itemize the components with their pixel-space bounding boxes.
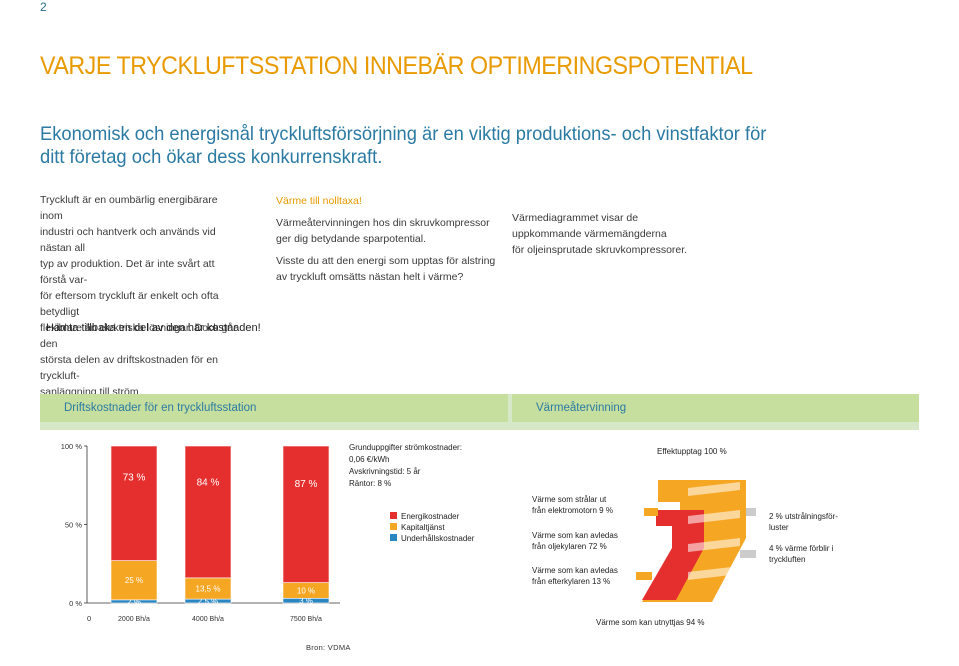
costs-header: Driftskostnader för en tryckluftsstation <box>40 394 508 422</box>
flow-label: tryckluften <box>769 555 805 564</box>
flow-label: Värme som strålar ut <box>532 495 607 504</box>
flow-stripe <box>688 538 740 552</box>
diagram-line: uppkommande värmemängderna <box>512 228 667 240</box>
bar-segment <box>110 560 158 601</box>
flow-label: Värme som kan avledas <box>532 531 618 540</box>
flow-label: 4 % värme förblir i <box>769 544 834 553</box>
bar-label: 2,5 % <box>198 597 218 606</box>
heat-chart: Effektupptag 100 % Värme som strålar ut fr… <box>532 447 838 627</box>
flow-label: 2 % utstrålningsför- <box>769 512 838 521</box>
output-label: Värme som kan utnyttjas 94 % <box>596 618 705 627</box>
flow-label: luster <box>769 523 789 532</box>
input-label: Effektupptag 100 % <box>657 447 727 456</box>
x-origin-label: 0 <box>87 614 91 623</box>
y-tick-label: 100 % <box>61 442 83 451</box>
intro-line: för eftersom tryckluft är enkelt och oft… <box>40 290 219 318</box>
bar-segment <box>282 445 330 583</box>
y-tick-label: 50 % <box>65 521 82 530</box>
intro-line: flexiblare än elektriska lösningar. Dock… <box>40 322 237 350</box>
bar-label: 73 % <box>123 472 146 483</box>
bar-label: 3 % <box>299 597 313 606</box>
bar-segment <box>184 445 232 579</box>
flow-radiation-loss <box>746 508 756 516</box>
intro-text: Tryckluft är en oumbärlig energibärare i… <box>40 192 240 400</box>
call-to-action: Hämta tillbaka en del av den här kostnad… <box>46 322 261 334</box>
intro-line: typ av produktion. Det är inte svårt att… <box>40 258 215 286</box>
x-tick-label: 7500 Bh/a <box>290 616 322 623</box>
bar-label: 10 % <box>297 586 315 595</box>
y-tick-label: 0 % <box>69 599 82 608</box>
flow-stripe <box>688 566 740 580</box>
flow-stripe <box>688 510 740 524</box>
cost-chart: 0 % 50 % 100 % 0 2 % 25 % 73 % 2000 Bh/a 2,5 % 13… <box>61 442 475 623</box>
intro-line: industri och hantverk och används vid nä… <box>40 226 216 254</box>
legend-swatch <box>390 534 397 541</box>
diagram-line: Värmediagrammet visar de <box>512 212 639 224</box>
page-subtitle: Ekonomisk och energisnål tryckluftsförsö… <box>40 123 767 168</box>
x-tick-label: 2000 Bh/a <box>118 616 150 623</box>
heat-text: Värme till nolltaxa! Värmeåtervinningen … <box>276 193 506 285</box>
cost-info-line: 0,06 €/kWh <box>349 455 389 464</box>
bar-label: 87 % <box>295 479 318 490</box>
bar-label: 25 % <box>125 576 143 585</box>
bar-label: 84 % <box>197 478 220 489</box>
legend-swatch <box>390 512 397 519</box>
flow-motor <box>644 508 658 516</box>
heat-recovery-header: Värmeåtervinning <box>512 394 919 422</box>
flow-label: Värme som kan avledas <box>532 566 618 575</box>
cost-info-line: Avskrivningstid: 5 år <box>349 467 421 476</box>
cost-info-line: Räntor: 8 % <box>349 479 391 488</box>
flow-label: från elektromotorn 9 % <box>532 506 613 515</box>
flow-stripe <box>688 482 740 496</box>
chart-area: 0 % 50 % 100 % 0 2 % 25 % 73 % 2000 Bh/a 2,5 % 13… <box>40 430 919 630</box>
x-tick-label: 4000 Bh/a <box>192 616 224 623</box>
bar-segment <box>110 445 158 561</box>
heat-line: Värmeåtervinningen hos din skruvkompress… <box>276 217 490 229</box>
cost-info-line: Grunduppgifter strömkostnader: <box>349 443 462 452</box>
heat-line: Visste du att den energi som upptas för … <box>276 255 496 267</box>
legend-label: Kapitaltjänst <box>401 523 445 532</box>
legend-label: Underhållskostnader <box>401 534 475 543</box>
heat-heading: Värme till nolltaxa! <box>276 195 362 207</box>
flow-aftercooler <box>636 572 652 580</box>
source-note: Bron: VDMA <box>306 643 351 652</box>
flow-label: från efterkylaren 13 % <box>532 577 610 586</box>
intro-line: Tryckluft är en oumbärlig energibärare i… <box>40 194 218 222</box>
diagram-line: för oljeinsprutade skruvkompressorer. <box>512 244 688 256</box>
diagram-text: Värmediagrammet visar de uppkommande vär… <box>512 210 712 258</box>
legend-label: Energikostnader <box>401 512 460 521</box>
flow-label: från oljekylaren 72 % <box>532 542 607 551</box>
intro-line: största delen av driftskostnaden för en … <box>40 354 219 382</box>
bar-label: 2 % <box>127 597 141 606</box>
flow-oil-cooler <box>642 510 704 600</box>
page-number: 2 <box>40 0 47 14</box>
flow-air-heat <box>740 550 756 558</box>
heat-line: av tryckluft omsätts nästan helt i värme… <box>276 271 464 283</box>
page-title: VARJE TRYCKLUFTSSTATION INNEBÄR OPTIMERI… <box>40 52 753 80</box>
bar-label: 13,5 % <box>196 584 221 593</box>
heat-line: ger dig betydande sparpotential. <box>276 233 427 245</box>
legend-swatch <box>390 523 397 530</box>
